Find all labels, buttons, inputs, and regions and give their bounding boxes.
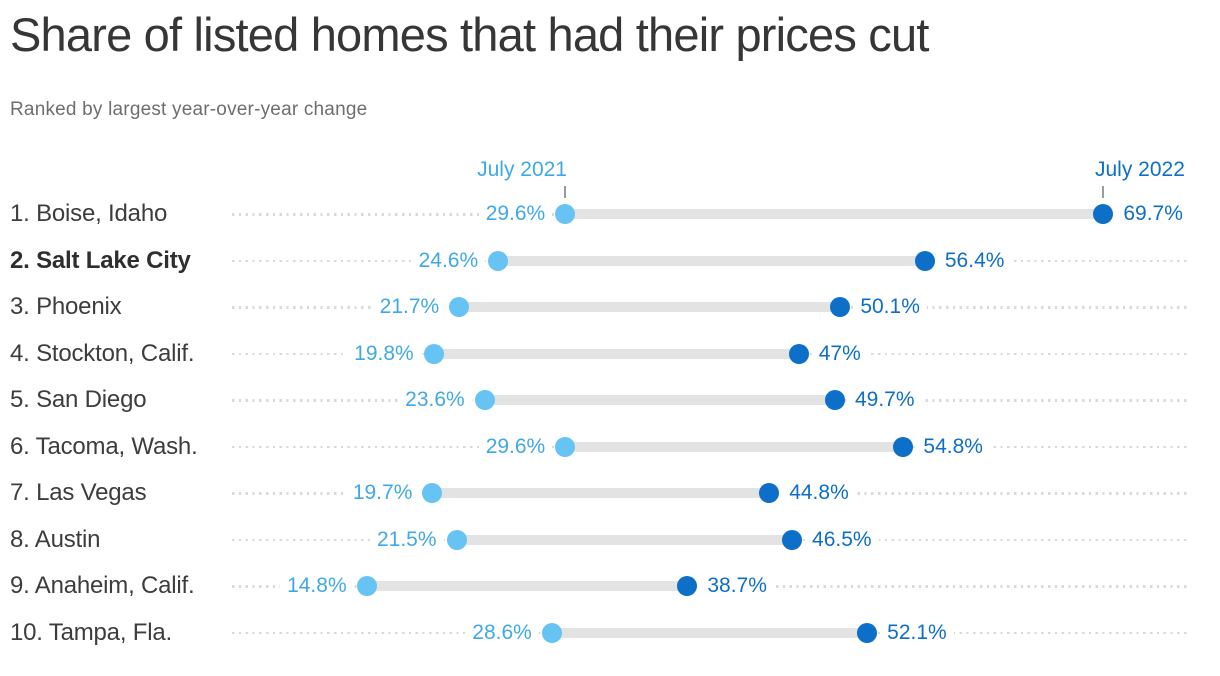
series-tick-july-2022-icon — [1102, 186, 1104, 198]
series-label-july-2021: July 2021 — [477, 158, 567, 181]
value-july-2022: 54.8% — [916, 423, 990, 470]
dot-july-2021-icon — [488, 250, 509, 271]
range-bar — [366, 581, 688, 592]
dot-july-2022-icon — [788, 343, 809, 364]
value-july-2022: 56.4% — [937, 237, 1012, 284]
city-label: 9. Anaheim, Calif. — [0, 563, 207, 610]
value-july-2021: 19.7% — [345, 470, 420, 517]
table-row: 10. Tampa, Fla. 28.6% 52.1% — [0, 609, 1220, 656]
range-bar — [456, 534, 793, 545]
series-tick-july-2021-icon — [564, 186, 566, 198]
value-july-2021: 28.6% — [465, 609, 539, 656]
table-row: 6. Tacoma, Wash. 29.6% 54.8% — [0, 423, 1220, 470]
dot-july-2022-icon — [759, 483, 780, 504]
dot-july-2021-icon — [555, 436, 576, 457]
dot-july-2021-icon — [474, 390, 495, 411]
value-july-2021: 21.5% — [369, 516, 444, 563]
value-july-2022: 44.8% — [782, 470, 856, 517]
table-row: 7. Las Vegas 19.7% 44.8% — [0, 470, 1220, 517]
table-row: 8. Austin 21.5% 46.5% — [0, 516, 1220, 563]
table-row: 4. Stockton, Calif. 19.8% 47% — [0, 330, 1220, 377]
value-july-2021: 24.6% — [411, 237, 486, 284]
table-row: 9. Anaheim, Calif. 14.8% 38.7% — [0, 563, 1220, 610]
dot-july-2021-icon — [446, 529, 467, 550]
dot-july-2021-icon — [555, 204, 576, 225]
value-july-2021: 23.6% — [398, 377, 472, 424]
value-july-2021: 29.6% — [478, 191, 553, 238]
dot-july-2022-icon — [914, 250, 935, 271]
dot-july-2021-icon — [449, 297, 470, 318]
value-july-2022: 52.1% — [880, 609, 954, 656]
series-label-july-2022: July 2022 — [1095, 158, 1185, 181]
range-bar — [459, 302, 841, 313]
range-bar — [551, 627, 868, 638]
dot-july-2021-icon — [356, 576, 377, 597]
city-label: 2. Salt Lake City — [0, 237, 203, 284]
table-row: 5. San Diego 23.6% 49.7% — [0, 377, 1220, 424]
value-july-2022: 46.5% — [805, 516, 879, 563]
page-title: Share of listed homes that had their pri… — [10, 8, 929, 61]
value-july-2021: 14.8% — [280, 563, 354, 610]
city-label: 8. Austin — [0, 516, 113, 563]
dot-july-2022-icon — [782, 529, 803, 550]
city-label: 4. Stockton, Calif. — [0, 330, 207, 377]
value-july-2021: 21.7% — [372, 284, 447, 331]
dot-july-2022-icon — [824, 390, 845, 411]
dot-july-2022-icon — [893, 436, 914, 457]
dot-july-2021-icon — [541, 622, 562, 643]
value-july-2022: 49.7% — [847, 377, 922, 424]
table-row: 1. Boise, Idaho 29.6% 69.7% — [0, 191, 1220, 238]
dot-july-2022-icon — [677, 576, 698, 597]
value-july-2021: 19.8% — [347, 330, 421, 377]
value-july-2022: 50.1% — [853, 284, 927, 331]
dot-july-2022-icon — [857, 622, 878, 643]
table-row: 2. Salt Lake City 24.6% 56.4% — [0, 237, 1220, 284]
city-label: 7. Las Vegas — [0, 470, 159, 517]
city-label: 3. Phoenix — [0, 284, 134, 331]
chart-subtitle: Ranked by largest year-over-year change — [10, 99, 368, 120]
range-bar — [565, 209, 1104, 220]
range-bar — [484, 395, 835, 406]
value-july-2022: 47% — [811, 330, 868, 377]
range-bar — [498, 255, 925, 266]
value-july-2021: 29.6% — [478, 423, 553, 470]
value-july-2022: 69.7% — [1116, 191, 1190, 238]
city-label: 5. San Diego — [0, 377, 159, 424]
city-label: 6. Tacoma, Wash. — [0, 423, 210, 470]
table-row: 3. Phoenix 21.7% 50.1% — [0, 284, 1220, 331]
range-bar — [565, 441, 904, 452]
dot-july-2021-icon — [422, 483, 443, 504]
city-label: 10. Tampa, Fla. — [0, 609, 184, 656]
value-july-2022: 38.7% — [700, 563, 774, 610]
range-bar — [432, 488, 770, 499]
city-label: 1. Boise, Idaho — [0, 191, 180, 238]
dot-july-2021-icon — [423, 343, 444, 364]
range-bar — [433, 348, 799, 359]
dot-july-2022-icon — [1093, 204, 1114, 225]
dot-july-2022-icon — [830, 297, 851, 318]
